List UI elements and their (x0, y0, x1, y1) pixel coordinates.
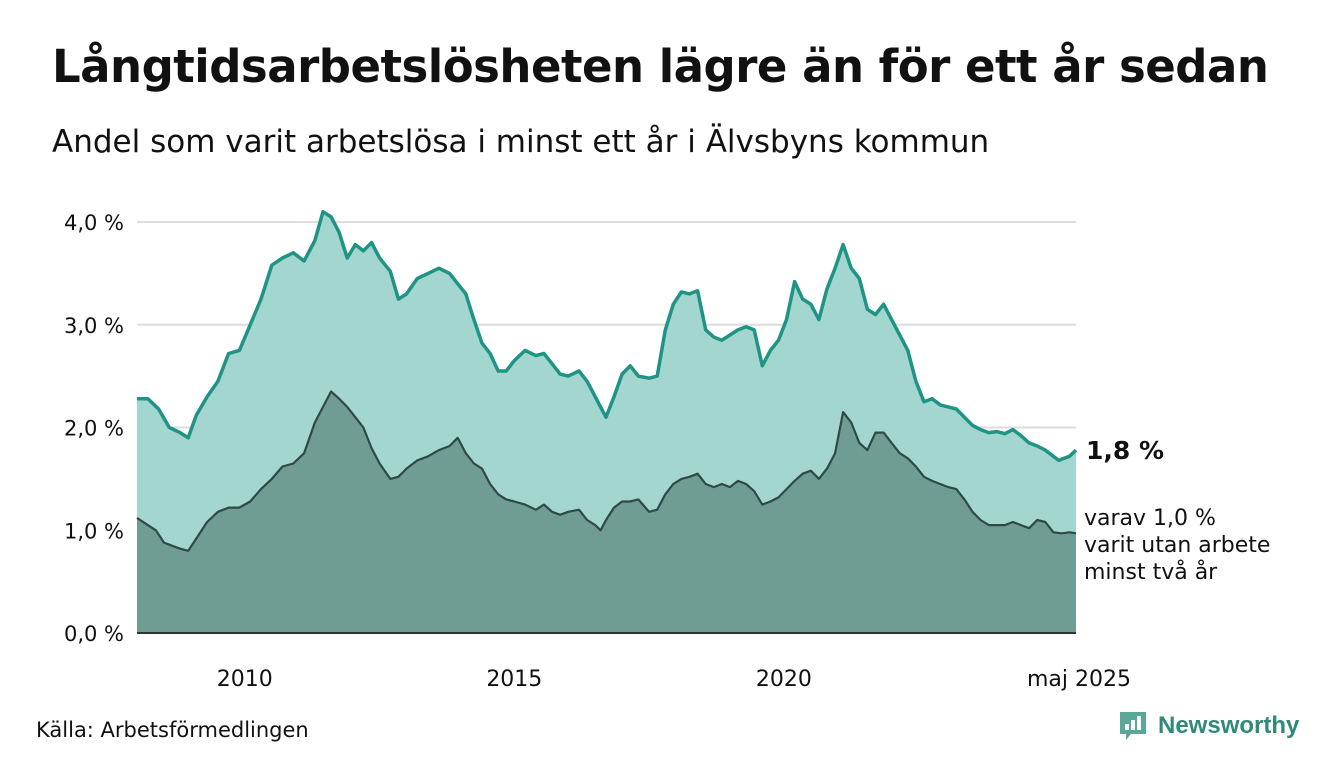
page-subtitle: Andel som varit arbetslösa i minst ett å… (52, 124, 990, 160)
end-label-long-line: varit utan arbete (1084, 533, 1270, 558)
x-tick-label: maj 2025 (1027, 667, 1131, 692)
label-layer: 0,0 % 1,0 % 2,0 % 3,0 % 4,0 % 2010 2015 2020 maj… (64, 211, 1270, 692)
y-tick-label: 4,0 % (64, 211, 124, 235)
y-tick-label: 2,0 % (64, 417, 124, 441)
x-tick-label: 2015 (486, 667, 542, 692)
area-layer (136, 209, 1078, 633)
end-label-long-line: varav 1,0 % (1084, 506, 1216, 531)
bar-chart-speech-icon (1120, 712, 1146, 740)
long-term-line (136, 390, 1077, 552)
end-label-total: 1,8 % (1086, 436, 1164, 465)
end-label-long-line: minst två år (1084, 559, 1218, 585)
page-title: Långtidsarbetslösheten lägre än för ett … (52, 40, 1269, 93)
y-tick-label: 1,0 % (64, 519, 124, 543)
brand-name: Newsworthy (1158, 712, 1300, 739)
y-tick-label: 0,0 % (64, 622, 124, 646)
brand-logo[interactable]: Newsworthy (1118, 710, 1299, 742)
long-term-area (137, 391, 1076, 633)
x-tick-label: 2020 (756, 667, 812, 692)
y-tick-label: 3,0 % (64, 314, 124, 338)
x-tick-label: 2010 (217, 667, 273, 692)
source-label: Källa: Arbetsförmedlingen (36, 718, 309, 742)
total-line (137, 209, 1078, 463)
